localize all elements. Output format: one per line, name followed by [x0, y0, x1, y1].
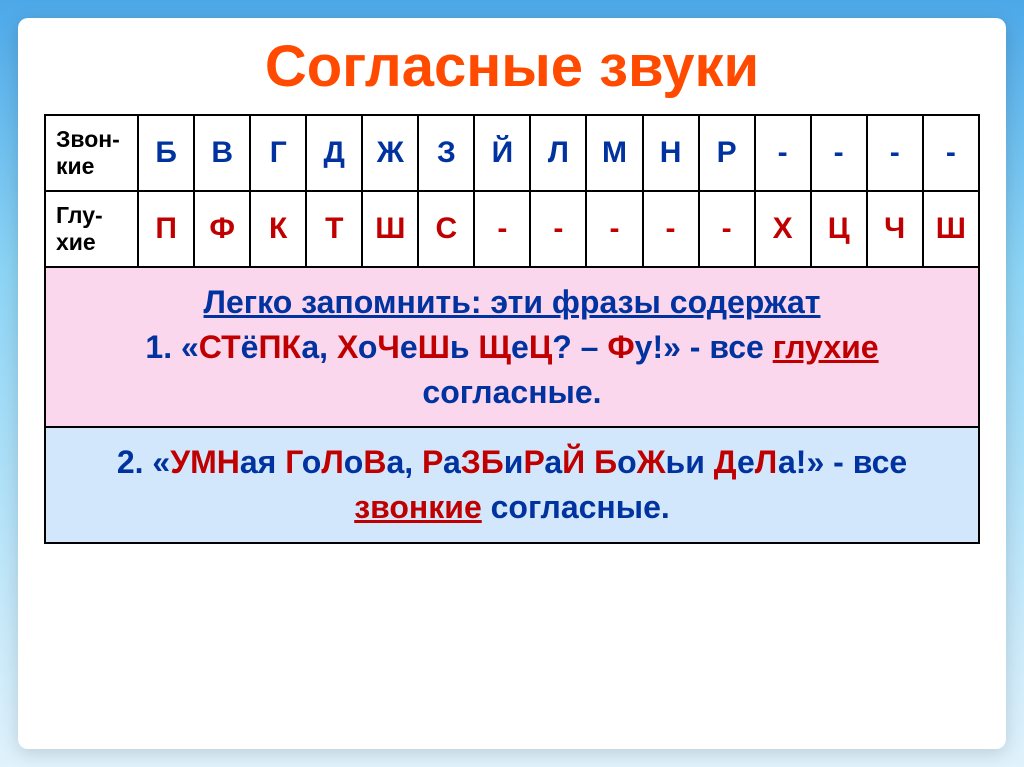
- unvoiced-letter: Т: [306, 191, 362, 267]
- voiced-label: Звон-кие: [45, 115, 138, 191]
- mnemonic-intro: Легко запомнить: эти фразы содержат: [204, 284, 821, 320]
- unvoiced-letter: -: [586, 191, 642, 267]
- mnemonic-1: 1. «СТёПКа, ХоЧеШь ЩеЦ? – Фу!» - все глу…: [145, 329, 878, 410]
- unvoiced-row: Глу-хие ПФКТШС-----ХЦЧШ: [45, 191, 979, 267]
- consonants-table: Звон-кие БВГДЖЗЙЛМНР---- Глу-хие ПФКТШС-…: [44, 114, 980, 544]
- unvoiced-letter: -: [530, 191, 586, 267]
- voiced-letter: -: [923, 115, 979, 191]
- voiced-letter: Б: [138, 115, 194, 191]
- unvoiced-letter: Ш: [362, 191, 418, 267]
- voiced-letter: Ж: [362, 115, 418, 191]
- mnemonic-2-cell: 2. «УМНая ГоЛоВа, РаЗБиРаЙ БоЖьи ДеЛа!» …: [45, 427, 979, 543]
- mnemonic-intro-row: Легко запомнить: эти фразы содержат 1. «…: [45, 267, 979, 427]
- unvoiced-letter: Ц: [811, 191, 867, 267]
- voiced-letter: -: [867, 115, 923, 191]
- unvoiced-letter: Ф: [194, 191, 250, 267]
- unvoiced-letter: К: [250, 191, 306, 267]
- unvoiced-letter: -: [643, 191, 699, 267]
- unvoiced-letter: Х: [755, 191, 811, 267]
- unvoiced-label: Глу-хие: [45, 191, 138, 267]
- unvoiced-letter: -: [699, 191, 755, 267]
- voiced-letter: Д: [306, 115, 362, 191]
- unvoiced-letter: -: [474, 191, 530, 267]
- voiced-letter: З: [418, 115, 474, 191]
- mnemonic-intro-cell: Легко запомнить: эти фразы содержат 1. «…: [45, 267, 979, 427]
- voiced-letter: -: [811, 115, 867, 191]
- voiced-letter: -: [755, 115, 811, 191]
- unvoiced-letter: С: [418, 191, 474, 267]
- voiced-letter: Н: [643, 115, 699, 191]
- voiced-letter: Й: [474, 115, 530, 191]
- voiced-letter: В: [194, 115, 250, 191]
- mnemonic-2-row: 2. «УМНая ГоЛоВа, РаЗБиРаЙ БоЖьи ДеЛа!» …: [45, 427, 979, 543]
- slide-title: Согласные звуки: [44, 33, 980, 100]
- voiced-row: Звон-кие БВГДЖЗЙЛМНР----: [45, 115, 979, 191]
- voiced-letter: М: [586, 115, 642, 191]
- unvoiced-letter: Ч: [867, 191, 923, 267]
- mnemonic-2: 2. «УМНая ГоЛоВа, РаЗБиРаЙ БоЖьи ДеЛа!» …: [117, 444, 907, 525]
- voiced-letter: Л: [530, 115, 586, 191]
- voiced-letter: Р: [699, 115, 755, 191]
- voiced-letter: Г: [250, 115, 306, 191]
- unvoiced-letter: Ш: [923, 191, 979, 267]
- slide: Согласные звуки Звон-кие БВГДЖЗЙЛМНР----…: [18, 18, 1006, 749]
- unvoiced-letter: П: [138, 191, 194, 267]
